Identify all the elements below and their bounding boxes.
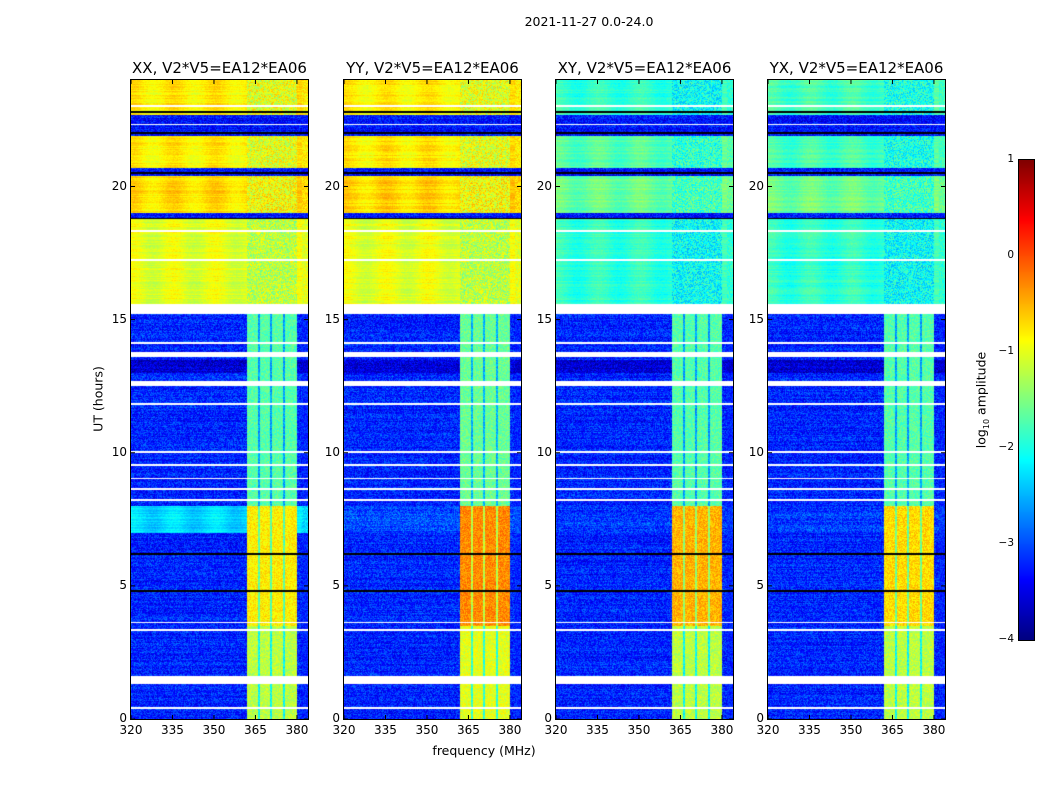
spectrogram-panel-xx: [130, 79, 309, 720]
y-tick-label: 0: [756, 711, 764, 725]
y-tick-label: 5: [544, 577, 552, 592]
y-tick-label: 5: [756, 577, 764, 592]
x-tick-label: 320: [544, 723, 568, 737]
x-tick-label: 350: [202, 723, 226, 737]
heatmap-yx: [768, 80, 945, 719]
colorbar: [1018, 159, 1035, 641]
y-tick-label: 20: [748, 178, 764, 193]
heatmap-xy: [556, 80, 733, 719]
y-tick-label: 0: [119, 711, 127, 725]
figure-title: 2021-11-27 0.0-24.0: [524, 14, 654, 29]
colorbar-label-suffix: amplitude: [973, 351, 989, 419]
y-tick-label: 20: [536, 178, 552, 193]
y-tick-label: 10: [324, 444, 340, 459]
colorbar-tick-label: 1: [1007, 153, 1014, 165]
panel-title: YX, V2*V5=EA12*EA06: [769, 59, 944, 77]
tick-marks: [556, 80, 733, 719]
x-tick-label: 365: [881, 723, 904, 737]
x-tick-label: 350: [839, 723, 863, 737]
colorbar-label: log10 amplitude: [973, 352, 991, 448]
panel-title: YY, V2*V5=EA12*EA06: [346, 59, 519, 77]
colorbar-tick-label: −4: [998, 633, 1014, 645]
colorbar-gradient: [1019, 160, 1034, 640]
y-tick-label: 20: [111, 178, 127, 193]
x-tick-label: 380: [498, 723, 522, 737]
x-tick-label: 335: [161, 723, 184, 737]
x-axis-label: frequency (MHz): [432, 743, 536, 758]
colorbar-tick-label: −2: [998, 441, 1014, 453]
spectrogram-panel-xy: [555, 79, 734, 720]
y-tick-label: 5: [332, 577, 340, 592]
y-tick-label: 20: [324, 178, 340, 193]
x-tick-label: 380: [922, 723, 946, 737]
x-tick-label: 320: [119, 723, 143, 737]
heatmap-yy: [344, 80, 521, 719]
x-tick-label: 350: [627, 723, 651, 737]
x-tick-label: 365: [669, 723, 692, 737]
x-tick-label: 365: [457, 723, 480, 737]
colorbar-tick-label: −3: [998, 537, 1014, 549]
tick-marks: [344, 80, 521, 719]
x-tick-label: 320: [332, 723, 356, 737]
tick-marks: [768, 80, 945, 719]
x-tick-label: 335: [586, 723, 609, 737]
y-tick-label: 0: [332, 711, 340, 725]
y-tick-label: 15: [111, 311, 127, 326]
y-tick-label: 0: [544, 711, 552, 725]
colorbar-tick-label: −1: [998, 345, 1014, 357]
x-tick-label: 335: [374, 723, 397, 737]
panel-title: XX, V2*V5=EA12*EA06: [132, 59, 307, 77]
heatmap-xx: [131, 80, 308, 719]
panel-title: XY, V2*V5=EA12*EA06: [557, 59, 732, 77]
spectrogram-panel-yy: [343, 79, 522, 720]
y-tick-label: 15: [748, 311, 764, 326]
y-tick-label: 15: [324, 311, 340, 326]
colorbar-tick-label: 0: [1007, 249, 1014, 261]
x-tick-label: 380: [285, 723, 309, 737]
colorbar-label-sub: 10: [981, 418, 991, 430]
x-tick-label: 350: [415, 723, 439, 737]
y-tick-label: 10: [748, 444, 764, 459]
x-tick-label: 335: [798, 723, 821, 737]
y-tick-label: 10: [536, 444, 552, 459]
x-tick-label: 380: [710, 723, 734, 737]
spectrogram-panel-yx: [767, 79, 946, 720]
tick-marks: [131, 80, 308, 719]
y-axis-label: UT (hours): [90, 366, 106, 432]
x-tick-label: 365: [244, 723, 267, 737]
x-tick-label: 320: [756, 723, 780, 737]
y-tick-label: 5: [119, 577, 127, 592]
y-tick-label: 10: [111, 444, 127, 459]
y-tick-label: 15: [536, 311, 552, 326]
